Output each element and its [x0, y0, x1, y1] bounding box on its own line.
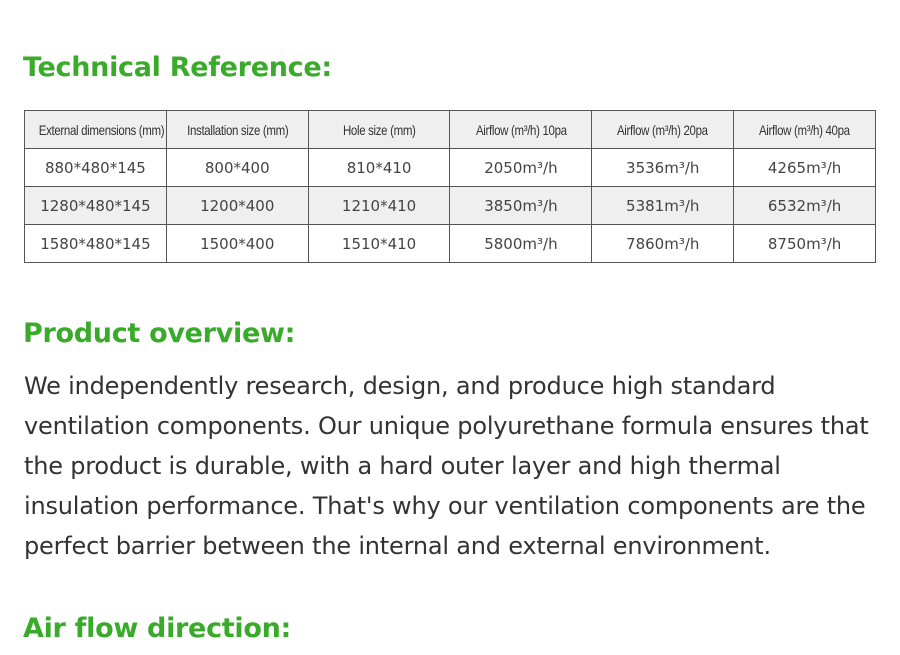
- table-cell: 1280*480*145: [24, 186, 167, 225]
- overview-paragraph: We independently research, design, and p…: [24, 372, 869, 560]
- table-cell: 8750m³/h: [733, 224, 876, 263]
- column-header: Airflow (m³/h) 20pa: [591, 110, 735, 149]
- table-header-row: External dimensions (mm) Installation si…: [24, 110, 876, 149]
- column-header: Airflow (m³/h) 40pa: [733, 110, 876, 149]
- table-row: 880*480*145 800*400 810*410 2050m³/h 353…: [24, 148, 876, 187]
- table-cell: 6532m³/h: [733, 186, 876, 225]
- table-cell: 880*480*145: [24, 148, 167, 187]
- air-flow-direction-heading: Air flow direction:: [23, 613, 292, 644]
- table-cell: 1210*410: [307, 186, 451, 225]
- table-cell: 810*410: [307, 148, 451, 187]
- table-cell: 5800m³/h: [449, 224, 593, 263]
- column-header: External dimensions (mm): [24, 110, 167, 149]
- table-cell: 2050m³/h: [449, 148, 593, 187]
- spec-table: External dimensions (mm) Installation si…: [24, 110, 876, 263]
- table-cell: 1500*400: [165, 224, 309, 263]
- table-cell: 1200*400: [165, 186, 309, 225]
- column-header: Installation size (mm): [165, 110, 309, 149]
- product-overview-heading: Product overview:: [23, 318, 296, 349]
- table-cell: 5381m³/h: [591, 186, 735, 225]
- table-cell: 3850m³/h: [449, 186, 593, 225]
- table-cell: 7860m³/h: [591, 224, 735, 263]
- table-cell: 1510*410: [307, 224, 451, 263]
- table-row: 1280*480*145 1200*400 1210*410 3850m³/h …: [24, 186, 876, 225]
- table-cell: 800*400: [165, 148, 309, 187]
- table-cell: 1580*480*145: [24, 224, 167, 263]
- table-row: 1580*480*145 1500*400 1510*410 5800m³/h …: [24, 224, 876, 263]
- table-cell: 4265m³/h: [733, 148, 876, 187]
- column-header: Hole size (mm): [307, 110, 451, 149]
- column-header: Airflow (m³/h) 10pa: [449, 110, 593, 149]
- table-cell: 3536m³/h: [591, 148, 735, 187]
- technical-reference-heading: Technical Reference:: [23, 52, 332, 83]
